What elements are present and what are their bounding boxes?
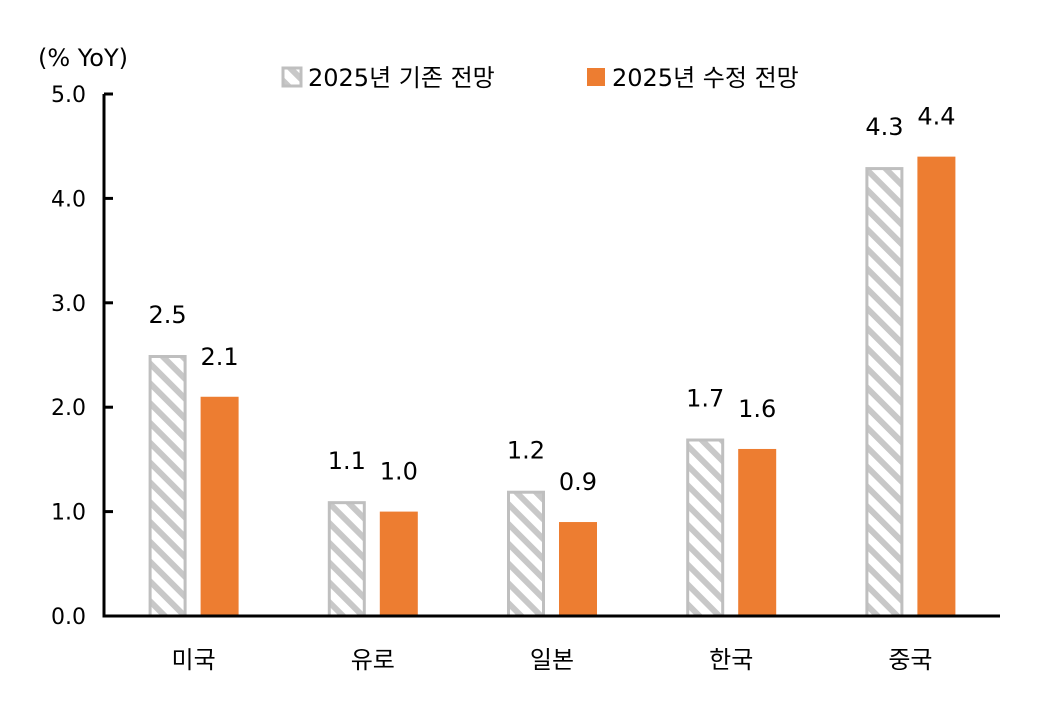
legend-swatch-existing xyxy=(281,66,303,88)
data-label-existing: 1.1 xyxy=(328,447,366,475)
bar-revised-3 xyxy=(738,448,777,616)
bar-revised-2 xyxy=(559,522,597,616)
y-axis: 0.0 1.0 2.0 3.0 4.0 5.0 xyxy=(51,83,113,630)
bar-existing-1 xyxy=(327,501,366,618)
y-tick-label: 1.0 xyxy=(51,501,86,526)
y-tick-label: 4.0 xyxy=(51,187,86,212)
bar-revised-4 xyxy=(917,156,956,616)
data-label-existing: 4.3 xyxy=(865,113,903,141)
bar-existing-2 xyxy=(507,490,545,618)
legend-swatch-revised xyxy=(587,68,605,86)
data-label-revised: 0.9 xyxy=(559,468,597,496)
data-label-existing: 1.7 xyxy=(686,385,724,413)
y-tick-label: 2.0 xyxy=(51,396,86,421)
bars xyxy=(148,156,956,618)
x-category-label: 유로 xyxy=(351,646,395,674)
legend: 2025년 기존 전망 2025년 수정 전망 xyxy=(281,64,799,92)
data-label-existing: 1.2 xyxy=(507,437,545,465)
bar-existing-0 xyxy=(148,355,187,618)
data-label-revised: 1.0 xyxy=(380,458,418,486)
data-label-revised: 2.1 xyxy=(201,343,239,371)
x-category-label: 한국 xyxy=(709,646,753,674)
legend-item-existing: 2025년 기존 전망 xyxy=(281,64,495,92)
y-unit-label: (% YoY) xyxy=(38,44,128,72)
x-category-label: 일본 xyxy=(530,646,574,674)
bar-existing-3 xyxy=(686,438,725,618)
bar-revised-0 xyxy=(200,396,239,616)
bar-revised-1 xyxy=(379,511,418,616)
y-tick-label: 0.0 xyxy=(51,605,86,630)
x-axis: 미국 유로 일본 한국 중국 xyxy=(102,614,1000,674)
x-category-label: 미국 xyxy=(172,646,216,674)
data-label-revised: 4.4 xyxy=(917,103,955,131)
legend-label-revised: 2025년 수정 전망 xyxy=(612,64,799,92)
legend-label-existing: 2025년 기존 전망 xyxy=(308,64,495,92)
y-tick-label: 3.0 xyxy=(51,292,86,317)
legend-item-revised: 2025년 수정 전망 xyxy=(587,64,799,92)
y-tick-label: 5.0 xyxy=(51,83,86,108)
data-label-existing: 2.5 xyxy=(149,301,187,329)
data-label-revised: 1.6 xyxy=(738,395,776,423)
x-category-label: 중국 xyxy=(888,646,932,674)
bar-existing-4 xyxy=(865,167,904,618)
data-labels: 2.5 2.1 1.1 1.0 1.2 0.9 1.7 1.6 4.3 4.4 xyxy=(149,103,956,496)
